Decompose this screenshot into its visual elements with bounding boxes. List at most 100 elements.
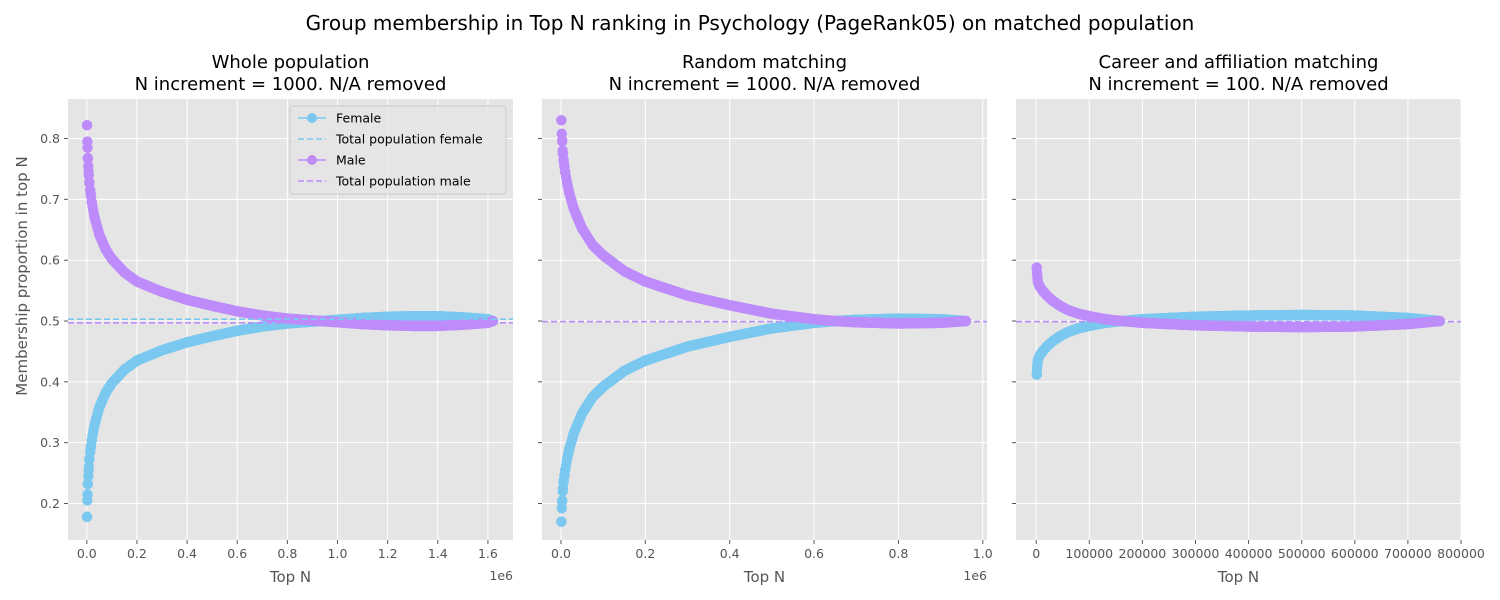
x-axis-label: Top N	[269, 568, 311, 586]
male-data-point	[568, 203, 578, 213]
female-data-point	[587, 392, 597, 402]
panel-subtitle: N increment = 1000. N/A removed	[609, 74, 921, 95]
x-tick-label: 0.2	[127, 546, 147, 561]
female-data-point	[82, 489, 92, 499]
male-data-point	[307, 315, 317, 325]
female-data-point	[87, 434, 97, 444]
y-tick-label: 0.5	[40, 314, 60, 329]
male-data-point	[85, 188, 95, 198]
female-data-point	[556, 517, 566, 527]
female-data-point	[564, 444, 574, 454]
male-data-point	[640, 276, 650, 286]
male-data-point	[458, 319, 468, 329]
female-data-point	[107, 378, 117, 388]
female-data-point	[132, 355, 142, 365]
male-data-point	[182, 295, 192, 305]
x-tick-label: 800000	[1437, 546, 1485, 561]
female-data-point	[557, 486, 567, 496]
y-tick-label: 0.4	[40, 374, 60, 389]
female-data-point	[1243, 310, 1253, 320]
x-tick-label: 400000	[1225, 546, 1273, 561]
female-data-point	[682, 341, 692, 351]
male-data-point	[488, 316, 498, 326]
panel-subtitle: N increment = 100. N/A removed	[1088, 74, 1388, 95]
male-data-point	[119, 267, 129, 277]
panel-subtitle: N increment = 1000. N/A removed	[135, 74, 447, 95]
male-data-point	[557, 136, 567, 146]
male-data-point	[83, 161, 93, 171]
x-tick-label: 300000	[1172, 546, 1220, 561]
male-data-point	[564, 188, 574, 198]
male-data-point	[1403, 319, 1413, 329]
male-data-point	[1243, 321, 1253, 331]
male-data-point	[598, 250, 608, 260]
female-data-point	[1350, 310, 1360, 320]
female-data-point	[94, 402, 104, 412]
panel-title: Random matching	[682, 52, 847, 73]
y-tick-label: 0.2	[40, 496, 60, 511]
female-data-point	[85, 444, 95, 454]
male-data-point	[1111, 315, 1121, 325]
legend-label-total-male: Total population male	[335, 174, 471, 189]
male-data-point	[232, 306, 242, 316]
male-data-point	[157, 287, 167, 297]
y-tick-label: 0.6	[40, 253, 60, 268]
female-data-point	[1073, 323, 1083, 333]
male-data-point	[809, 314, 819, 324]
male-data-point	[1073, 309, 1083, 319]
male-data-point	[382, 320, 392, 330]
female-data-point	[83, 471, 93, 481]
x-tick-label: 0	[1032, 546, 1040, 561]
male-data-point	[132, 276, 142, 286]
x-tick-label: 700000	[1384, 546, 1432, 561]
x-tick-label: 0.6	[804, 546, 824, 561]
x-tick-label: 600000	[1331, 546, 1379, 561]
male-data-point	[725, 300, 735, 310]
y-tick-label: 0.8	[40, 131, 60, 146]
female-data-point	[1063, 327, 1073, 337]
male-data-point	[1350, 321, 1360, 331]
legend: FemaleTotal population femaleMaleTotal p…	[290, 106, 506, 194]
female-data-point	[207, 331, 217, 341]
x-tick-label: 1.0	[973, 546, 993, 561]
male-data-point	[556, 115, 566, 125]
male-data-point	[107, 254, 117, 264]
female-data-point	[1296, 310, 1306, 320]
female-data-point	[89, 420, 99, 430]
x-tick-label: 200000	[1119, 546, 1167, 561]
x-axis-label: Top N	[1217, 568, 1259, 586]
male-data-point	[207, 301, 217, 311]
male-data-point	[82, 120, 92, 130]
female-data-point	[557, 495, 567, 505]
female-data-point	[725, 332, 735, 342]
panel-title: Whole population	[212, 52, 370, 73]
female-data-point	[82, 512, 92, 522]
female-data-point	[568, 428, 578, 438]
legend-marker-male	[307, 155, 317, 165]
male-data-point	[562, 179, 572, 189]
x-offset-label: 1e6	[963, 568, 987, 583]
male-data-point	[1100, 314, 1110, 324]
female-data-point	[619, 366, 629, 376]
x-tick-label: 1.2	[378, 546, 398, 561]
female-data-point	[577, 408, 587, 418]
x-tick-label: 0.4	[177, 546, 197, 561]
female-data-point	[598, 382, 608, 392]
x-tick-label: 100000	[1065, 546, 1113, 561]
female-data-point	[767, 323, 777, 333]
x-tick-label: 0.8	[888, 546, 908, 561]
female-data-point	[560, 465, 570, 475]
male-data-point	[100, 244, 110, 254]
male-data-point	[357, 319, 367, 329]
male-data-point	[587, 240, 597, 250]
x-tick-label: 0.4	[720, 546, 740, 561]
female-data-point	[157, 345, 167, 355]
male-data-point	[1296, 322, 1306, 332]
male-data-point	[767, 309, 777, 319]
male-data-point	[89, 211, 99, 221]
x-tick-label: 1.4	[428, 546, 448, 561]
male-data-point	[682, 290, 692, 300]
x-tick-label: 0.0	[77, 546, 97, 561]
